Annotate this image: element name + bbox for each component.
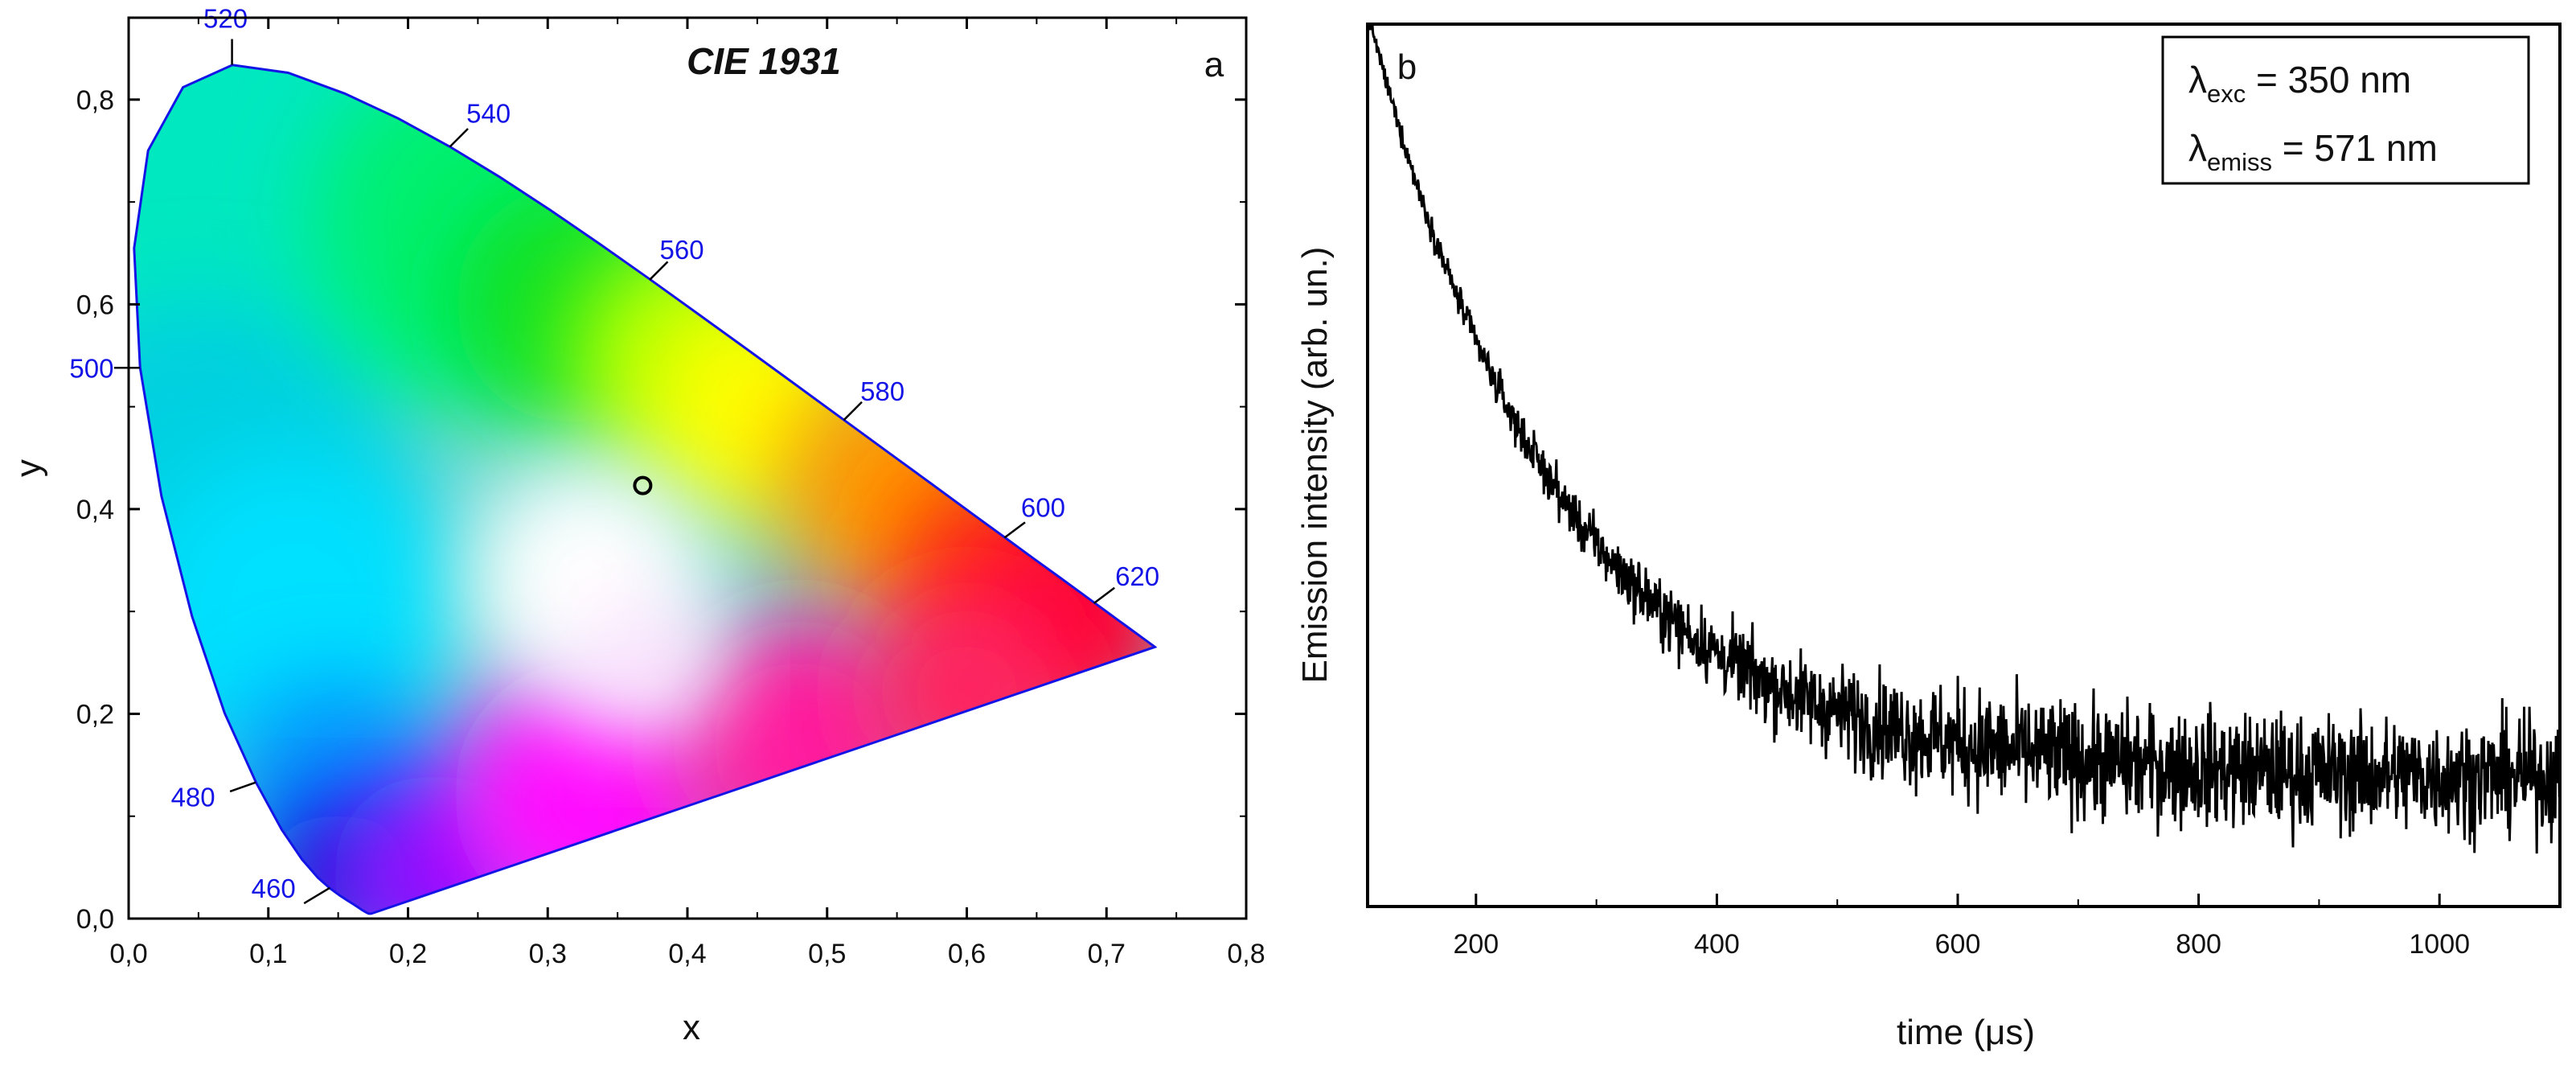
wavelength-label: 480 bbox=[171, 783, 215, 812]
x-tick-label: 0,7 bbox=[1088, 939, 1126, 969]
wavelength-tick bbox=[843, 401, 863, 421]
wavelength-label: 620 bbox=[1115, 561, 1159, 591]
wavelength-label: 500 bbox=[69, 353, 113, 383]
gamut-color-region bbox=[572, 590, 718, 735]
y-tick-label: 0,8 bbox=[76, 85, 114, 116]
plot-b-frame bbox=[1366, 23, 2562, 908]
y-axis-title: Emission intensity (arb. un.) bbox=[1295, 247, 1335, 684]
legend-box: λexc = 350 nm λemiss = 571 nm bbox=[2161, 35, 2530, 185]
legend-line-emission: λemiss = 571 nm bbox=[2188, 127, 2438, 176]
wavelength-tick bbox=[229, 781, 256, 793]
x-tick-label: 200 bbox=[1453, 929, 1499, 960]
x-tick-label: 800 bbox=[2176, 929, 2221, 960]
wavelength-tick bbox=[1003, 521, 1026, 539]
x-axis-title: x bbox=[683, 1008, 700, 1047]
y-tick-label: 0,4 bbox=[76, 495, 114, 525]
wavelength-label: 540 bbox=[466, 98, 511, 128]
legend-line-excitation: λexc = 350 nm bbox=[2188, 59, 2411, 108]
y-tick-label: 0,2 bbox=[76, 699, 114, 730]
wavelength-label: 600 bbox=[1021, 493, 1065, 523]
x-axis-title: time (μs) bbox=[1897, 1013, 2035, 1052]
wavelength-tick bbox=[1093, 586, 1115, 604]
decay-series-line bbox=[1368, 24, 2560, 854]
cie-gamut-color-fill bbox=[133, 64, 1155, 914]
x-tick-label: 0,6 bbox=[948, 939, 986, 969]
x-tick-label: 1000 bbox=[2409, 929, 2470, 960]
emission-decay-chart: 200 400 600 800 1000 b λexc = 350 nm λemiss … bbox=[1295, 23, 2562, 1052]
wavelength-tick bbox=[449, 128, 469, 148]
x-tick-label: 0,5 bbox=[808, 939, 846, 969]
gamut-color-region bbox=[862, 589, 1072, 798]
panel-b-label: b bbox=[1397, 47, 1417, 87]
x-tick-label: 0,3 bbox=[529, 939, 567, 969]
x-tick-label: 0,8 bbox=[1227, 939, 1265, 969]
chart-title: CIE 1931 bbox=[687, 40, 841, 82]
cie-coordinate-marker bbox=[633, 475, 653, 495]
wavelength-label: 560 bbox=[660, 235, 704, 265]
wavelength-tick bbox=[649, 261, 669, 281]
x-tick-label: 0,4 bbox=[668, 939, 706, 969]
x-tick-label: 600 bbox=[1935, 929, 1981, 960]
wavelength-label: 580 bbox=[860, 376, 904, 406]
x-tick-label: 0,0 bbox=[109, 939, 147, 969]
y-tick-label: 0,0 bbox=[76, 904, 114, 935]
wavelength-label: 460 bbox=[252, 874, 296, 903]
x-tick-label: 0,1 bbox=[249, 939, 287, 969]
spectral-locus-boundary bbox=[133, 64, 1158, 915]
x-tick-label: 0,2 bbox=[389, 939, 427, 969]
wavelength-tick bbox=[303, 886, 330, 905]
y-tick-label: 0,6 bbox=[76, 290, 114, 320]
panel-a-label: a bbox=[1204, 45, 1224, 84]
x-tick-label: 400 bbox=[1694, 929, 1740, 960]
y-axis-title: y bbox=[9, 459, 48, 477]
plot-a-axes: 0,0 0,1 0,2 0,3 0,4 0,5 0,6 0,7 0,8 0,0 0,2 0,4 0,6 0… bbox=[76, 18, 1265, 969]
plot-b-axes: 200 400 600 800 1000 bbox=[1453, 894, 2561, 960]
